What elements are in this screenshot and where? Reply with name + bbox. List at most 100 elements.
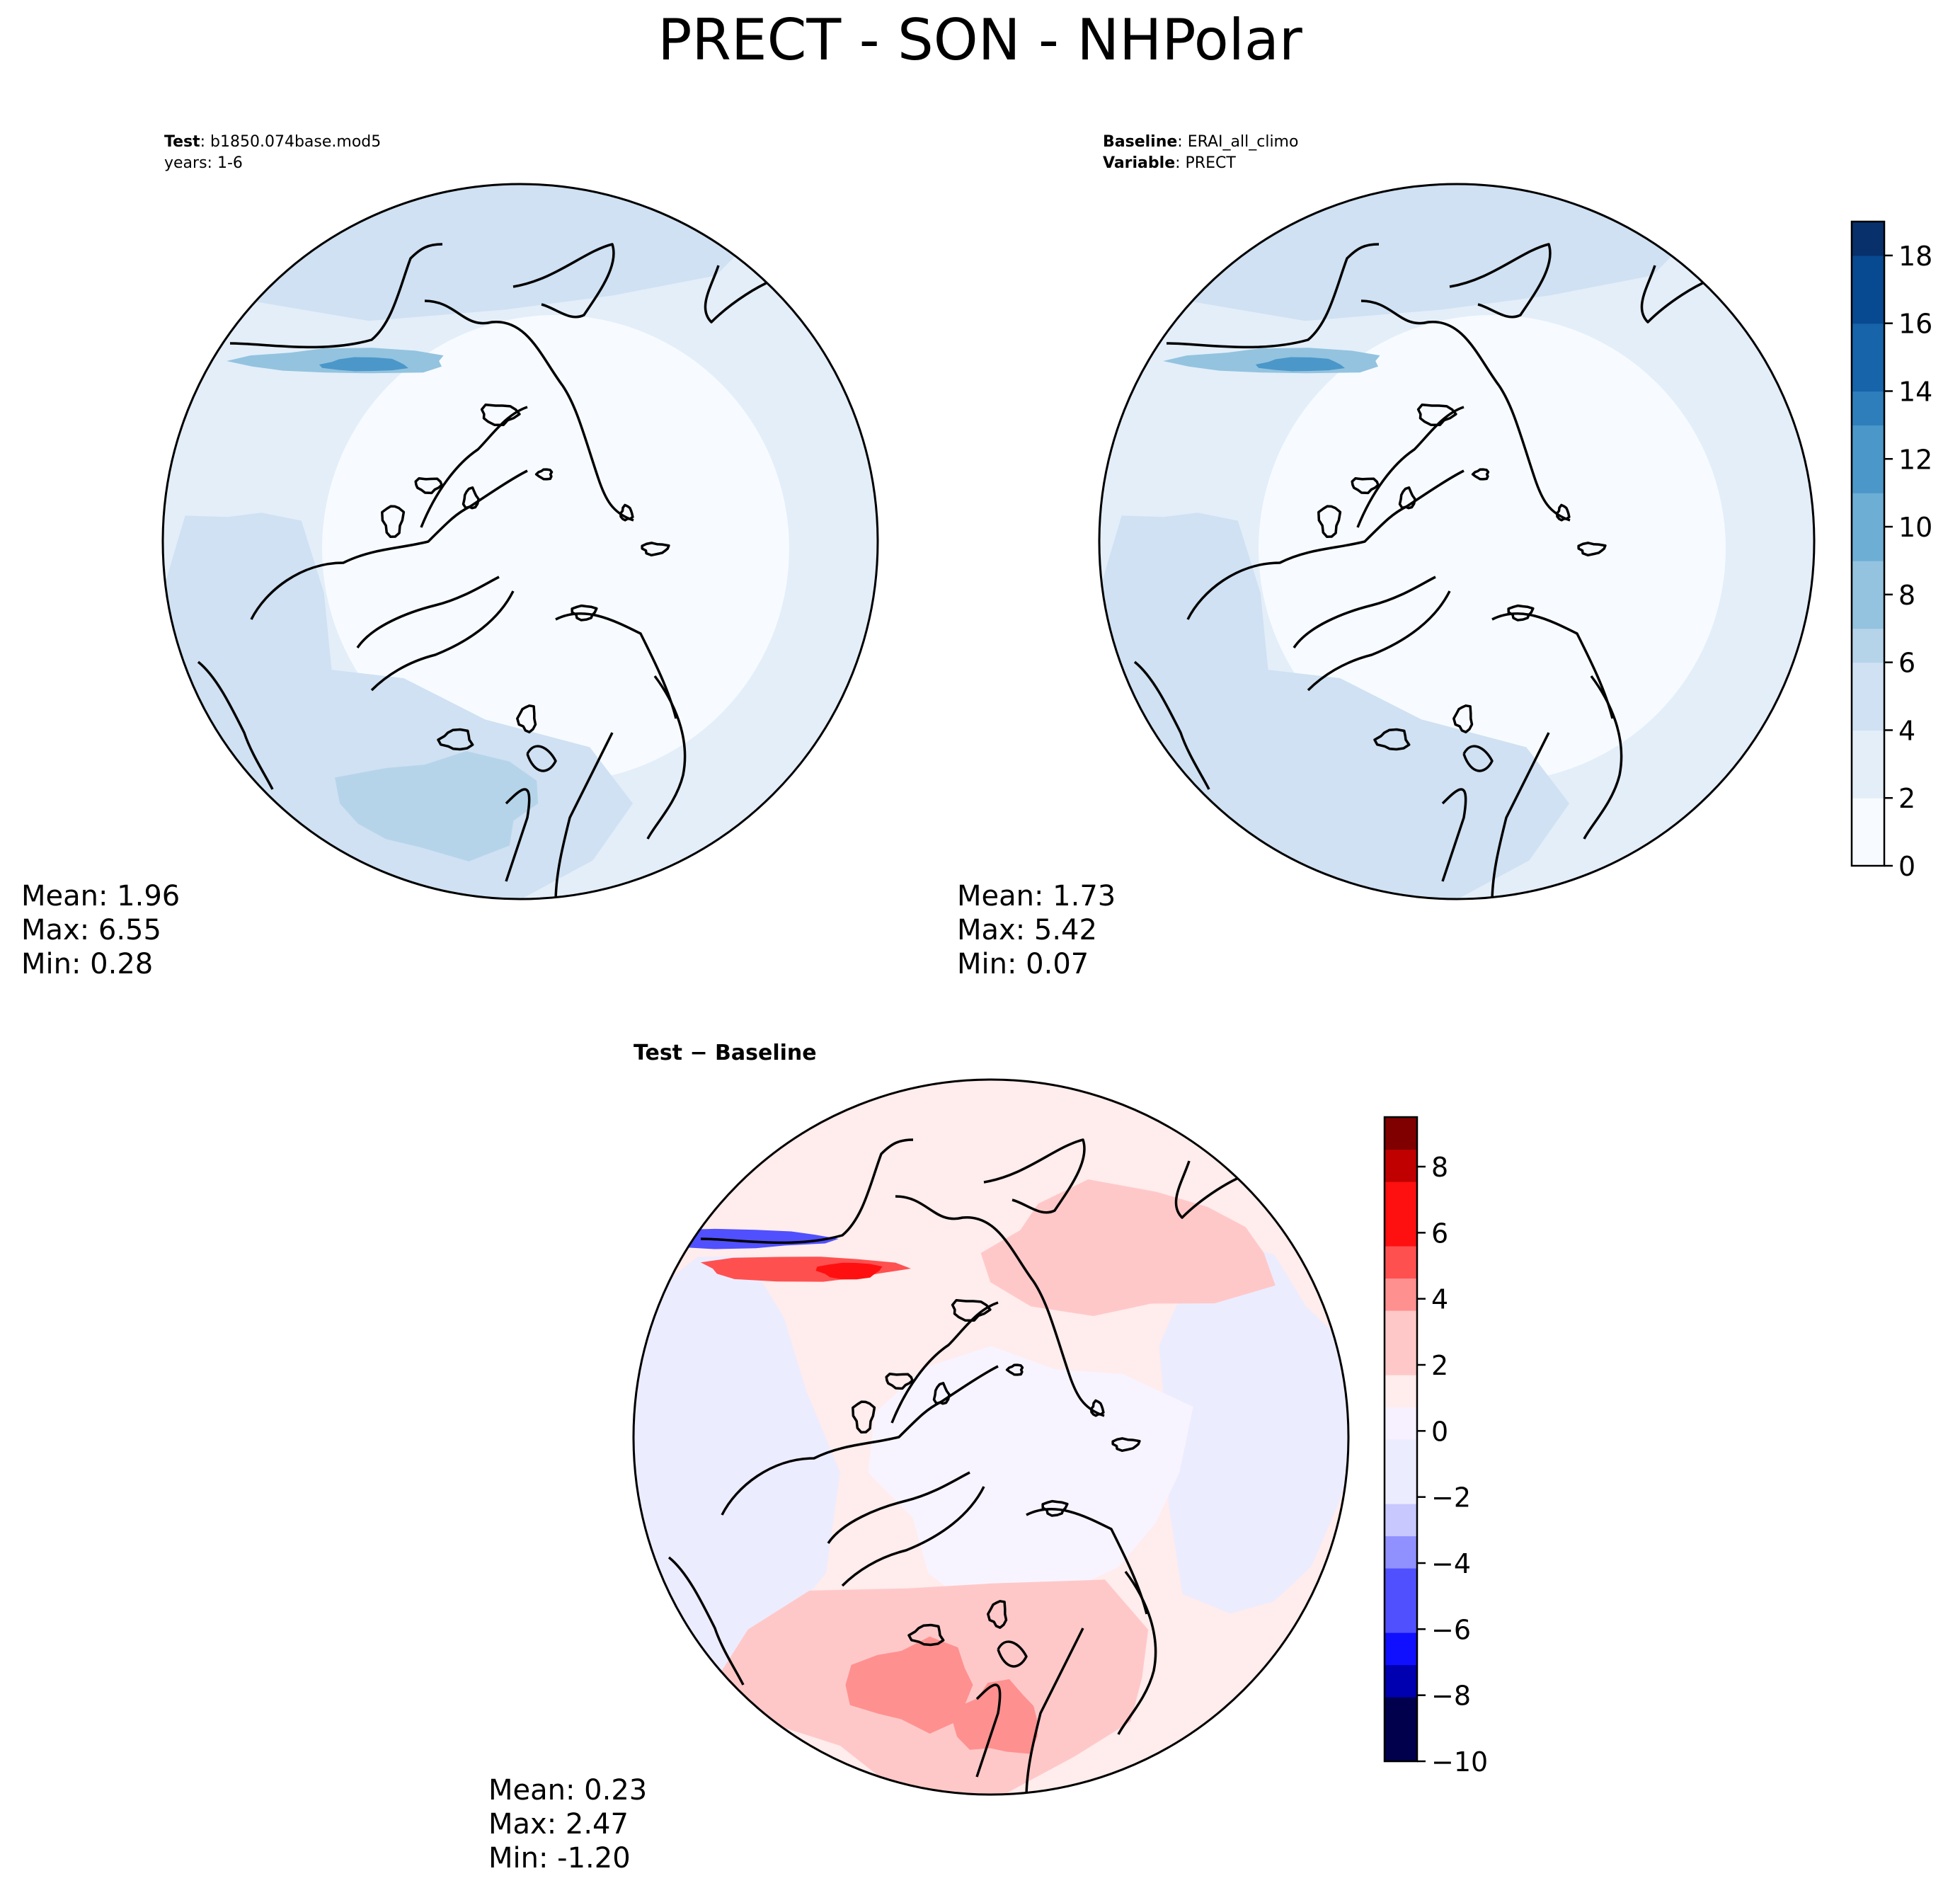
field-west-neg xyxy=(634,1256,840,1671)
map-field xyxy=(163,184,878,899)
colorbar-tick-label: 6 xyxy=(1898,648,1915,679)
coastline-island xyxy=(1471,468,1490,481)
test-panel-label: Test: b1850.074base.mod5 years: 1-6 xyxy=(164,132,381,174)
baseline-label-bold: Baseline xyxy=(1103,133,1178,151)
colorbar-segment xyxy=(1852,357,1884,392)
diff-panel-title: Test − Baseline xyxy=(634,1041,817,1065)
coastline-island xyxy=(1555,503,1571,522)
coastline xyxy=(554,732,614,899)
coastline xyxy=(983,1138,1086,1214)
colorbar-tick-label: 8 xyxy=(1898,580,1915,611)
diff-polar-map xyxy=(632,1078,1350,1796)
variable-label-bold: Variable xyxy=(1103,154,1176,172)
colorbar-tick-label: 2 xyxy=(1898,783,1915,814)
colorbar-segment xyxy=(1385,1342,1417,1375)
coastline xyxy=(1186,469,1465,620)
coastline xyxy=(827,1471,970,1544)
coastline xyxy=(997,1640,1028,1668)
colorbar-segment xyxy=(1852,289,1884,324)
colorbar-segment xyxy=(1852,832,1884,866)
test-years-label: years: 1-6 xyxy=(164,154,243,172)
test-min: Min: 0.28 xyxy=(21,948,154,980)
colorbar-segment xyxy=(1852,527,1884,561)
colorbar-frame xyxy=(1850,220,1886,867)
coastline-island xyxy=(951,1298,992,1322)
colorbar-segment xyxy=(1385,1375,1417,1408)
test-max: Max: 6.55 xyxy=(21,914,161,946)
field-europe-pos-core xyxy=(952,1679,1038,1754)
coastline xyxy=(895,1195,1105,1417)
baseline-label-value: : ERAI_all_climo xyxy=(1177,133,1299,151)
colorbar-segment xyxy=(1385,1697,1417,1730)
colorbar-tick-label: 10 xyxy=(1898,512,1932,543)
baseline-max: Max: 5.42 xyxy=(957,914,1097,946)
coastline-island xyxy=(1577,542,1607,557)
diff-mean: Mean: 0.23 xyxy=(488,1774,648,1807)
coastline-island xyxy=(932,1382,951,1405)
field-jet-core xyxy=(319,357,408,372)
diff-colorbar: −10 −8 −6 −4 −2 0 2 4 6 8 xyxy=(1383,1116,1488,1778)
colorbar-segment xyxy=(1385,1535,1417,1569)
test-stats: Mean: 1.96 Max: 6.55 Min: 0.28 xyxy=(21,879,180,981)
colorbar-segment xyxy=(1852,798,1884,833)
coastline xyxy=(512,243,615,319)
coastline xyxy=(1462,745,1494,772)
colorbar-segment xyxy=(1852,323,1884,358)
coastline xyxy=(229,243,443,349)
colorbar-segment xyxy=(1852,628,1884,663)
baseline-colorbar: 0 2 4 6 8 10 12 14 16 18 xyxy=(1850,220,1932,882)
test-label-value: : b1850.074base.mod5 xyxy=(200,133,382,151)
colorbar-tick-label: 8 xyxy=(1431,1152,1448,1183)
colorbar-segment xyxy=(1852,764,1884,799)
colorbar-tick-label: 16 xyxy=(1898,309,1932,340)
colorbar-tick-label: −4 xyxy=(1431,1548,1471,1579)
map-boundary xyxy=(632,1078,1350,1796)
coastline xyxy=(1491,612,1614,719)
coastline xyxy=(1133,660,1210,790)
colorbar-segment xyxy=(1385,1149,1417,1182)
colorbar-segment xyxy=(1385,1213,1417,1247)
coastline-island xyxy=(1373,728,1411,751)
coastline xyxy=(1117,1570,1157,1735)
colorbar-segment xyxy=(1385,1600,1417,1633)
baseline-stats: Mean: 1.73 Max: 5.42 Min: 0.07 xyxy=(957,879,1116,981)
colorbar-segment xyxy=(1852,255,1884,290)
map-field xyxy=(634,1080,1348,1795)
figure-title: PRECT - SON - NHPolar xyxy=(658,7,1302,73)
colorbar-tick-label: −6 xyxy=(1431,1614,1471,1645)
coastline xyxy=(1025,1627,1084,1795)
field-siberia-pos xyxy=(980,1179,1276,1316)
coastline xyxy=(1731,760,1776,791)
coastline-island xyxy=(1089,1399,1105,1417)
field-atlantic-max xyxy=(335,751,539,862)
coastline-island xyxy=(414,477,443,495)
coastline xyxy=(646,675,687,840)
colorbar-segment xyxy=(1385,1471,1417,1504)
field-pacific-pos-core xyxy=(815,1262,883,1280)
colorbar-tick-label: 4 xyxy=(1898,715,1915,746)
colorbar-segment xyxy=(1385,1117,1417,1150)
coastline-island xyxy=(480,403,521,427)
colorbar-tick-label: −10 xyxy=(1431,1746,1488,1778)
field-jet-core xyxy=(1255,357,1345,372)
coastline xyxy=(1166,243,1380,349)
map-boundary xyxy=(161,183,879,900)
colorbar-tick-label: 14 xyxy=(1898,376,1932,407)
colorbar-tick-label: −2 xyxy=(1431,1482,1471,1514)
coastline xyxy=(667,1556,745,1686)
coastline xyxy=(1026,1508,1148,1615)
coastline-island xyxy=(1452,704,1474,733)
coastline-island xyxy=(1416,403,1457,427)
field-east-neg xyxy=(1159,1242,1348,1614)
coastline-island xyxy=(534,468,554,481)
coastline-island xyxy=(1398,486,1416,510)
diff-max: Max: 2.47 xyxy=(488,1808,629,1841)
map-field xyxy=(1099,184,1814,899)
variable-label-value: : PRECT xyxy=(1175,154,1236,172)
coastline-island xyxy=(1005,1363,1024,1376)
coastline-island xyxy=(1041,1499,1069,1517)
colorbar-segment xyxy=(1385,1664,1417,1698)
colorbar-segment xyxy=(1385,1246,1417,1279)
coastline xyxy=(975,1683,1002,1778)
baseline-min: Min: 0.07 xyxy=(957,948,1089,980)
